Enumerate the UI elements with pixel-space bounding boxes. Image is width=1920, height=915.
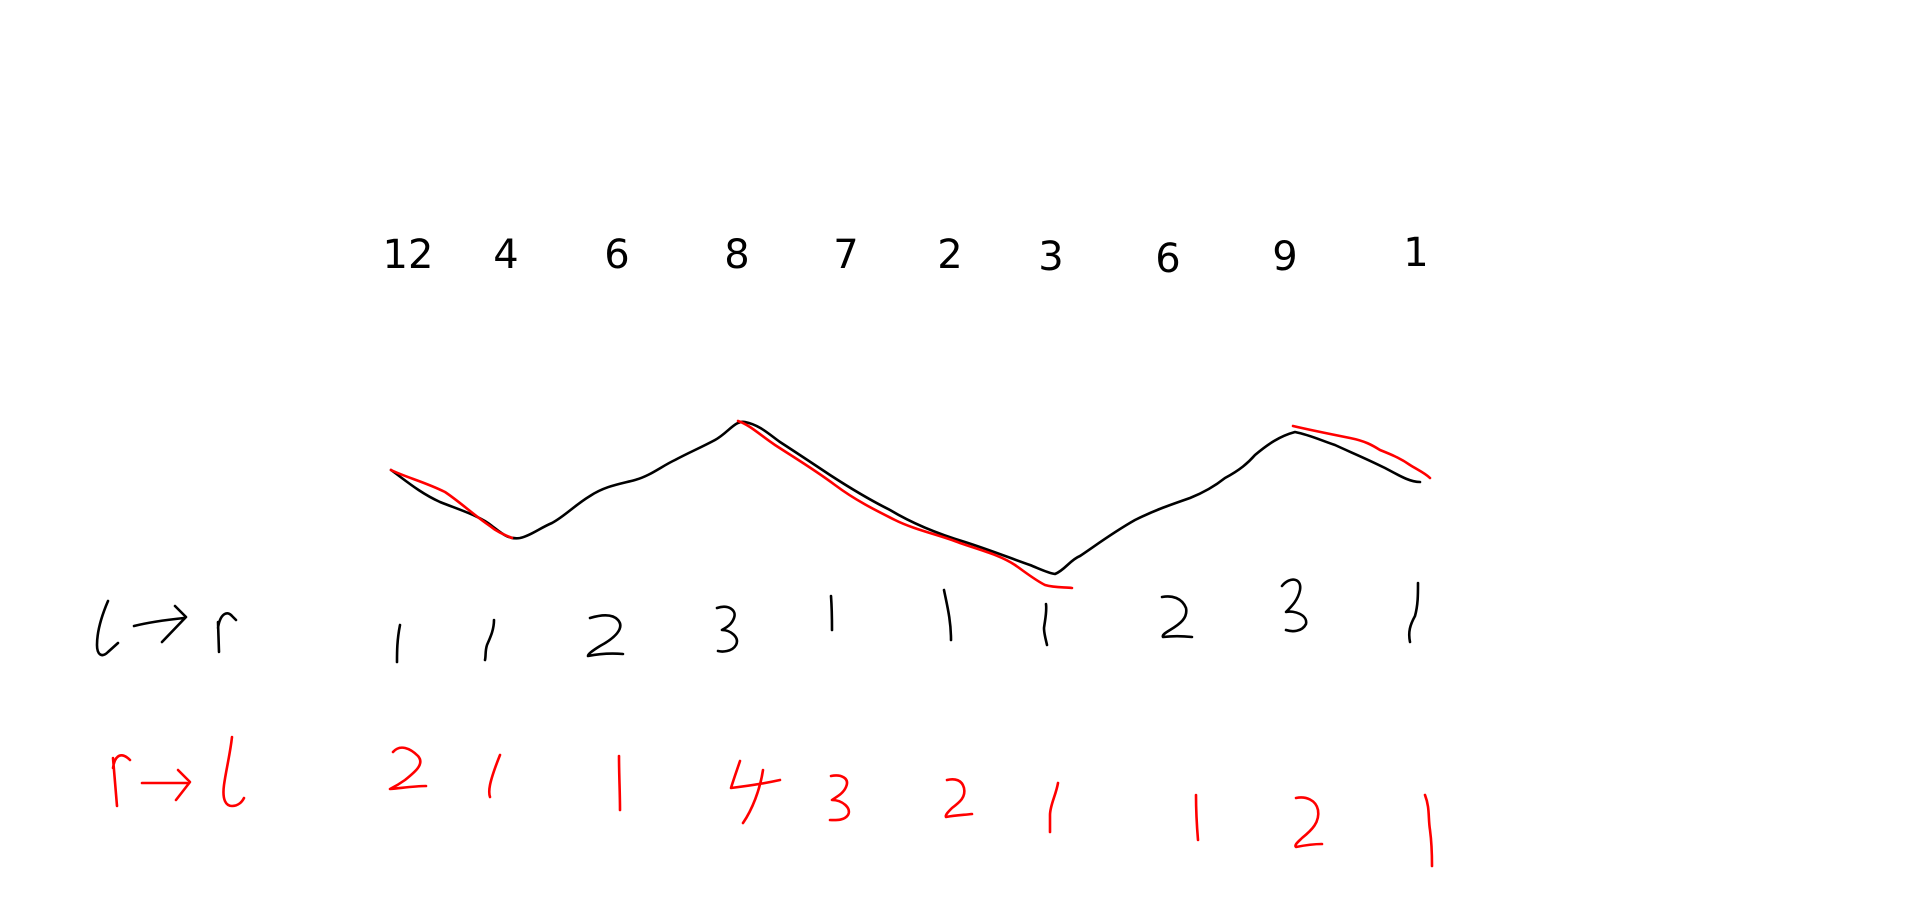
red-descent-highlight-right — [1291, 424, 1432, 480]
letter-l — [95, 599, 120, 657]
sequence-value: 2 — [937, 232, 962, 278]
sequence-value: 6 — [604, 232, 629, 278]
handwritten-digit-4 — [729, 759, 782, 825]
handwritten-digit-1 — [617, 754, 622, 812]
handwritten-digit-1 — [395, 623, 402, 664]
handwritten-digit-3 — [1280, 578, 1308, 633]
row-left-to-right-counts — [395, 578, 1420, 664]
black-mountain-curve — [389, 420, 1422, 576]
handwritten-digit-1 — [1423, 793, 1434, 868]
arrow-right-icon — [140, 768, 192, 802]
letter-r — [216, 612, 238, 654]
sequence-value: 3 — [1038, 234, 1063, 280]
letter-l — [222, 735, 246, 808]
handwritten-digit-2 — [1294, 796, 1324, 849]
handwritten-digit-1 — [829, 594, 834, 632]
sequence-value: 6 — [1155, 236, 1180, 282]
sequence-value: 9 — [1272, 234, 1297, 280]
sequence-value: 8 — [724, 232, 749, 278]
sequence-value: 4 — [493, 232, 518, 278]
handwritten-digit-2 — [586, 613, 625, 658]
handwritten-digit-1 — [483, 618, 496, 662]
label-right-to-left — [111, 735, 246, 808]
handwritten-digit-1 — [1042, 602, 1049, 647]
handwritten-digit-2 — [1160, 595, 1194, 639]
red-descent-highlight-left — [389, 468, 514, 540]
letter-r — [111, 754, 132, 808]
label-left-to-right — [95, 599, 238, 657]
sequence-value: 7 — [833, 232, 858, 278]
handwritten-digit-1 — [1194, 793, 1200, 842]
handwritten-digit-1 — [1048, 781, 1060, 834]
handwritten-digit-2 — [944, 777, 974, 819]
handwritten-digit-1 — [942, 588, 953, 642]
handwritten-digit-1 — [1407, 581, 1420, 644]
row-right-to-left-counts — [388, 746, 1434, 868]
red-descent-highlight-middle — [736, 419, 1074, 590]
handwritten-digit-2 — [388, 746, 428, 791]
sequence-row: 12 4 6 8 7 2 3 6 9 1 — [383, 230, 1429, 282]
handwritten-digit-3 — [828, 774, 851, 822]
arrow-right-icon — [132, 604, 188, 644]
handwritten-digit-1 — [487, 753, 502, 799]
handwritten-digit-3 — [715, 605, 739, 653]
sequence-value: 1 — [1403, 230, 1428, 276]
sequence-value: 12 — [383, 232, 434, 278]
